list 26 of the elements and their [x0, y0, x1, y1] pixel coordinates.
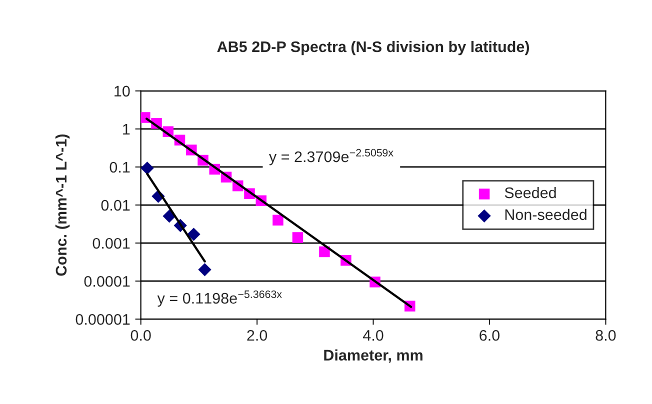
x-tick-label: 4.0	[363, 330, 384, 341]
point	[292, 232, 304, 243]
x-axis-title: Diameter, mm	[324, 349, 422, 363]
point	[187, 228, 200, 241]
point	[272, 214, 284, 226]
annotation: y = 2.3709e$^{−2.5059x}$	[268, 148, 394, 166]
y-tick-label: 0.001	[92, 238, 130, 249]
y-tick-label: 0.1	[110, 162, 130, 173]
point	[319, 246, 330, 258]
y-tick-label: 10	[114, 86, 130, 97]
y-tick-label: 1	[123, 124, 130, 134]
y-tick-label: 0.0001	[84, 276, 130, 287]
y-axis-title: Conc. (mm^-1 L^-1)	[55, 134, 70, 276]
point	[140, 162, 154, 175]
legend-label: Seeded	[504, 186, 556, 198]
y-tick-label: 0.00001	[76, 314, 130, 325]
point	[162, 210, 176, 223]
legend-label: Non-seeded	[505, 208, 586, 220]
x-tick-label: 6.0	[480, 330, 500, 341]
chart-title: AB5 2D-P Spectra (N-S division by latitude)	[217, 40, 530, 56]
point	[198, 263, 212, 276]
x-tick-label: 2.0	[247, 330, 268, 341]
x-tick-label: 0.0	[130, 330, 151, 341]
y-tick-label: 0.01	[101, 200, 130, 211]
annotation: y = 0.1198e$^{−5.3663x}$	[157, 290, 282, 307]
x-tick-label: 8.0	[596, 330, 616, 341]
